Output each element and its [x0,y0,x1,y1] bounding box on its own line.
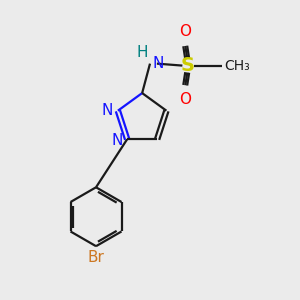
Text: H: H [136,45,148,60]
Text: Br: Br [88,250,104,265]
Text: S: S [180,56,194,75]
Text: CH₃: CH₃ [225,58,250,73]
Text: O: O [179,24,191,39]
Text: N: N [112,133,123,148]
Text: N: N [102,103,113,118]
Text: N: N [153,56,164,71]
Text: O: O [179,92,191,107]
